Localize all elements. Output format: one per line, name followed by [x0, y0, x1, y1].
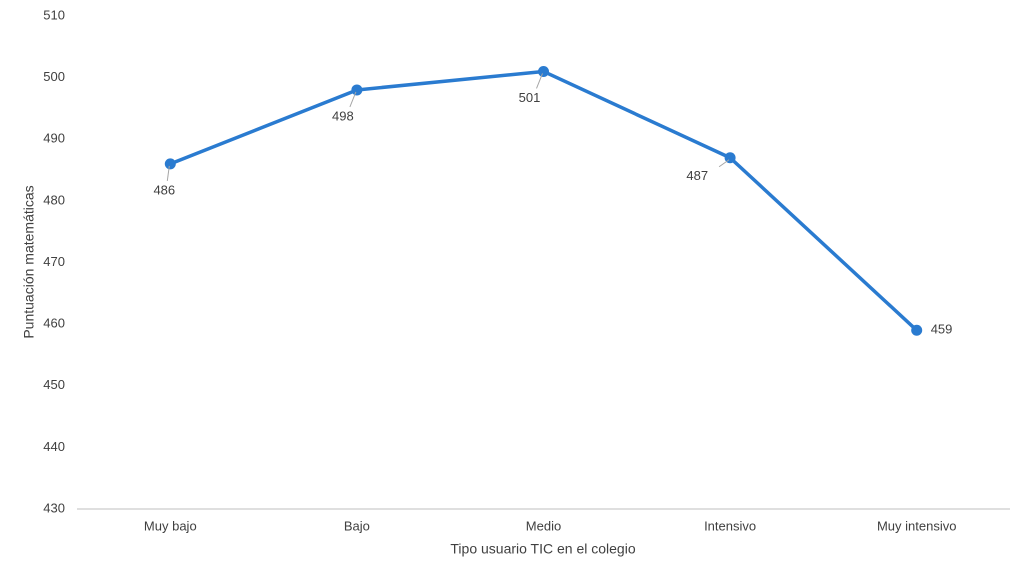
x-tick-label: Medio: [526, 518, 561, 533]
y-tick-label: 430: [43, 500, 65, 515]
y-tick-label: 500: [43, 69, 65, 84]
y-tick-label: 490: [43, 131, 65, 146]
data-point: [911, 324, 923, 336]
y-axis-title: Puntuación matemáticas: [21, 185, 37, 338]
y-tick-label: 470: [43, 254, 65, 269]
y-tick-label: 510: [43, 7, 65, 22]
label-leader: [536, 73, 543, 89]
x-tick-label: Muy intensivo: [877, 518, 956, 533]
data-label: 487: [686, 168, 708, 183]
x-tick-label: Muy bajo: [144, 518, 197, 533]
label-leader: [166, 165, 170, 181]
data-label: 501: [519, 90, 541, 105]
data-label: 498: [332, 108, 354, 123]
x-tick-label: Intensivo: [704, 518, 756, 533]
label-leader: [349, 91, 357, 108]
data-point: [164, 158, 176, 170]
label-leader: [718, 159, 730, 168]
y-tick-label: 440: [43, 439, 65, 454]
x-axis-title: Tipo usuario TIC en el colegio: [450, 541, 635, 557]
data-point: [538, 65, 549, 77]
x-tick-label: Bajo: [344, 518, 370, 533]
data-point: [351, 84, 363, 96]
y-tick-label: 450: [43, 377, 65, 392]
data-label: 459: [931, 322, 953, 337]
y-tick-label: 460: [43, 316, 65, 331]
y-tick-label: 480: [43, 192, 65, 207]
data-label: 486: [153, 182, 175, 197]
